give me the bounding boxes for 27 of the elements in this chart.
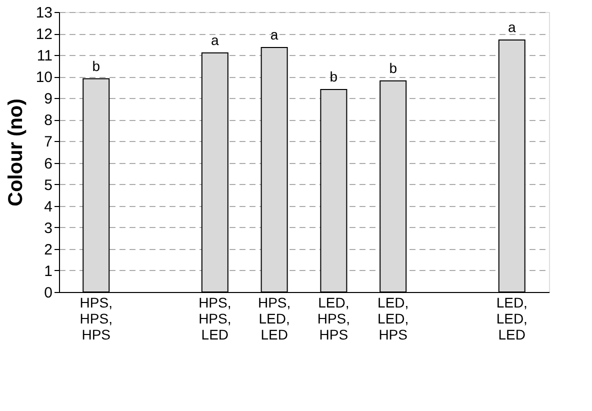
y-tick-label: 8 (44, 112, 52, 130)
y-tick-label: 0 (44, 284, 52, 302)
y-tick-label: 7 (44, 134, 52, 151)
x-tick-label: HPS, HPS, HPS (80, 294, 112, 342)
annotation: b (330, 68, 338, 85)
annotation: a (270, 26, 278, 43)
x-tick-label: HPS, LED, LED (258, 294, 291, 342)
annotation: a (211, 32, 220, 48)
y-tick-label: 12 (36, 26, 52, 44)
y-tick-label: 5 (44, 176, 52, 194)
annotation: a (508, 19, 516, 35)
y-tick-label: 2 (44, 241, 52, 258)
x-tick-label: LED, LED, HPS (378, 294, 409, 342)
x-tick-label: LED, LED, LED (496, 294, 528, 342)
x-tick-label: LED, HPS, HPS (317, 294, 350, 342)
y-tick-label: 10 (36, 69, 52, 86)
y-tick-label: 6 (44, 155, 52, 172)
annotation: b (389, 60, 398, 76)
y-tick-label: 3 (44, 220, 52, 237)
y-tick-label: 1 (44, 262, 52, 280)
x-tick-label: HPS, HPS, LED (198, 294, 232, 342)
y-tick-label: 11 (36, 48, 52, 65)
y-tick-label: 9 (44, 90, 52, 108)
y-tick-label: 4 (44, 198, 52, 216)
y-tick-label: 13 (36, 4, 52, 22)
annotation: b (92, 58, 100, 74)
y-axis-title: Colour (no) (4, 98, 27, 206)
